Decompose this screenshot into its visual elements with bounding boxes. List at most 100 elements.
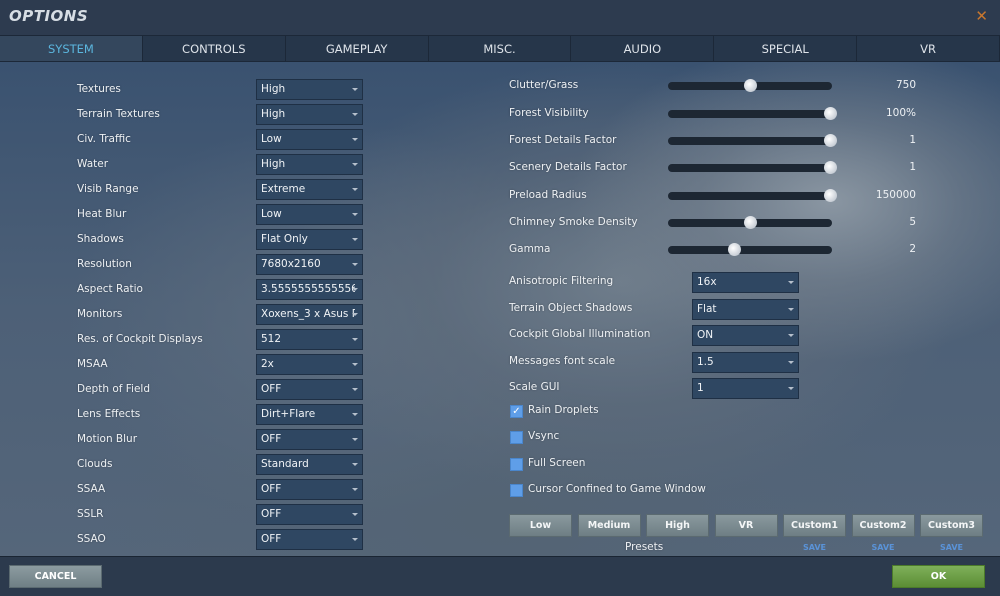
setting-dropdown[interactable]: 7680x2160 bbox=[256, 254, 363, 275]
slider-handle[interactable] bbox=[824, 107, 837, 120]
preset-button-high[interactable]: High bbox=[646, 514, 709, 537]
setting-dropdown[interactable]: Flat Only bbox=[256, 229, 363, 250]
setting-dropdown[interactable]: 2x bbox=[256, 354, 363, 375]
setting-dropdown[interactable]: 16x bbox=[692, 272, 799, 293]
setting-dropdown[interactable]: 3.5555555555556 bbox=[256, 279, 363, 300]
preset-button-low[interactable]: Low bbox=[509, 514, 572, 537]
slider-label: Scenery Details Factor bbox=[509, 161, 627, 173]
preset-button-custom1[interactable]: Custom1 bbox=[783, 514, 846, 537]
dropdown-value: 512 bbox=[261, 333, 282, 345]
slider-track[interactable] bbox=[668, 161, 837, 174]
slider-track[interactable] bbox=[668, 79, 832, 92]
setting-dropdown[interactable]: 512 bbox=[256, 329, 363, 350]
checkbox[interactable] bbox=[510, 458, 523, 471]
preset-button-custom2[interactable]: Custom2 bbox=[851, 514, 915, 537]
tab-misc[interactable]: MISC. bbox=[429, 36, 572, 61]
chevron-down-icon bbox=[352, 413, 358, 416]
dropdown-value: 1.5 bbox=[697, 356, 714, 368]
dropdown-value: OFF bbox=[261, 483, 282, 495]
checkbox-label: Rain Droplets bbox=[528, 404, 599, 416]
setting-dropdown[interactable]: OFF bbox=[256, 379, 363, 400]
dropdown-value: Low bbox=[261, 208, 282, 220]
save-preset-link[interactable]: SAVE bbox=[802, 543, 827, 552]
save-preset-link[interactable]: SAVE bbox=[939, 543, 964, 552]
setting-dropdown[interactable]: OFF bbox=[256, 479, 363, 500]
chevron-down-icon bbox=[352, 138, 358, 141]
setting-dropdown[interactable]: High bbox=[256, 104, 363, 125]
dropdown-value: Xoxens_3 x Asus PB bbox=[261, 308, 355, 320]
chevron-down-icon bbox=[352, 163, 358, 166]
setting-label: Terrain Textures bbox=[77, 108, 160, 120]
setting-label: Lens Effects bbox=[77, 408, 141, 420]
slider-handle[interactable] bbox=[728, 243, 741, 256]
setting-label: MSAA bbox=[77, 358, 108, 370]
slider-track[interactable] bbox=[668, 189, 837, 202]
setting-label: Shadows bbox=[77, 233, 124, 245]
setting-dropdown[interactable]: High bbox=[256, 154, 363, 175]
preset-button-vr[interactable]: VR bbox=[714, 514, 778, 537]
checkbox[interactable] bbox=[510, 484, 523, 497]
chevron-down-icon bbox=[352, 438, 358, 441]
setting-dropdown[interactable]: Low bbox=[256, 129, 363, 150]
setting-dropdown[interactable]: 1 bbox=[692, 378, 799, 399]
setting-dropdown[interactable]: 1.5 bbox=[692, 352, 799, 373]
tab-controls[interactable]: CONTROLS bbox=[143, 36, 286, 61]
slider-handle[interactable] bbox=[824, 189, 837, 202]
setting-dropdown[interactable]: Xoxens_3 x Asus PB bbox=[256, 304, 363, 325]
slider-handle[interactable] bbox=[744, 79, 757, 92]
slider-label: Forest Visibility bbox=[509, 107, 589, 119]
chevron-down-icon bbox=[352, 213, 358, 216]
cancel-button[interactable]: CANCEL bbox=[9, 565, 102, 588]
close-icon[interactable]: ✕ bbox=[975, 7, 988, 25]
dropdown-value: 3.5555555555556 bbox=[261, 283, 355, 295]
tab-gameplay[interactable]: GAMEPLAY bbox=[286, 36, 429, 61]
chevron-down-icon bbox=[352, 338, 358, 341]
chevron-down-icon bbox=[352, 263, 358, 266]
dropdown-value: OFF bbox=[261, 383, 282, 395]
tab-vr[interactable]: VR bbox=[857, 36, 1000, 61]
save-preset-link[interactable]: SAVE bbox=[871, 543, 895, 552]
dropdown-value: Dirt+Flare bbox=[261, 408, 316, 420]
slider-handle[interactable] bbox=[824, 134, 837, 147]
chevron-down-icon bbox=[352, 313, 358, 316]
setting-dropdown[interactable]: Extreme bbox=[256, 179, 363, 200]
setting-label: Cockpit Global Illumination bbox=[509, 328, 651, 340]
checkbox[interactable]: ✓ bbox=[510, 405, 523, 418]
slider-value: 750 bbox=[895, 79, 916, 91]
slider-handle[interactable] bbox=[824, 161, 837, 174]
dropdown-value: Low bbox=[261, 133, 282, 145]
ok-button[interactable]: OK bbox=[892, 565, 985, 588]
dropdown-value: Standard bbox=[261, 458, 309, 470]
preset-button-custom3[interactable]: Custom3 bbox=[920, 514, 983, 537]
chevron-down-icon bbox=[352, 288, 358, 291]
tab-special[interactable]: SPECIAL bbox=[714, 36, 858, 61]
slider-label: Chimney Smoke Density bbox=[509, 216, 638, 228]
setting-label: Motion Blur bbox=[77, 433, 138, 445]
setting-dropdown[interactable]: OFF bbox=[256, 429, 363, 450]
slider-track[interactable] bbox=[668, 216, 832, 229]
setting-dropdown[interactable]: High bbox=[256, 79, 363, 100]
slider-value: 100% bbox=[885, 107, 916, 119]
slider-track[interactable] bbox=[668, 243, 832, 256]
dropdown-value: 16x bbox=[697, 276, 717, 288]
checkbox[interactable] bbox=[510, 431, 523, 444]
setting-dropdown[interactable]: Dirt+Flare bbox=[256, 404, 363, 425]
dropdown-value: OFF bbox=[261, 433, 282, 445]
chevron-down-icon bbox=[352, 513, 358, 516]
chevron-down-icon bbox=[352, 363, 358, 366]
preset-button-medium[interactable]: Medium bbox=[577, 514, 641, 537]
tab-audio[interactable]: AUDIO bbox=[571, 36, 715, 61]
slider-track[interactable] bbox=[668, 107, 837, 120]
dropdown-value: Extreme bbox=[261, 183, 306, 195]
setting-dropdown[interactable]: OFF bbox=[256, 504, 363, 525]
setting-dropdown[interactable]: Flat bbox=[692, 299, 799, 320]
tab-system[interactable]: SYSTEM bbox=[0, 36, 143, 61]
setting-label: Aspect Ratio bbox=[77, 283, 143, 295]
slider-track[interactable] bbox=[668, 134, 837, 147]
setting-dropdown[interactable]: ON bbox=[692, 325, 799, 346]
setting-dropdown[interactable]: Low bbox=[256, 204, 363, 225]
slider-handle[interactable] bbox=[744, 216, 757, 229]
setting-dropdown[interactable]: Standard bbox=[256, 454, 363, 475]
setting-dropdown[interactable]: OFF bbox=[256, 529, 363, 550]
chevron-down-icon bbox=[352, 388, 358, 391]
